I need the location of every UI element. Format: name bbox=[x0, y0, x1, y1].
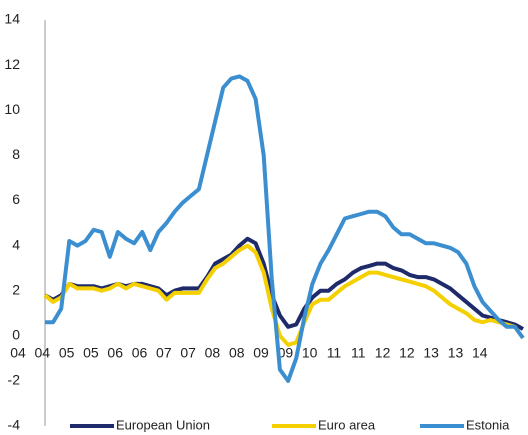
x-tick-label: 08 bbox=[205, 344, 221, 360]
x-tick-label: 05 bbox=[83, 344, 99, 360]
x-tick-label: 10 bbox=[302, 344, 318, 360]
series-line bbox=[43, 243, 525, 347]
y-tick-label: 2 bbox=[12, 281, 20, 297]
y-tick-label: 10 bbox=[4, 101, 20, 117]
legend-label: European Union bbox=[116, 417, 210, 432]
x-tick-label: 12 bbox=[375, 344, 391, 360]
x-tick-label: 04 bbox=[10, 344, 26, 360]
x-tick-label: 11 bbox=[351, 344, 366, 360]
legend-label: Estonia bbox=[466, 417, 510, 432]
x-tick-label: 09 bbox=[278, 344, 294, 360]
x-tick-label: 09 bbox=[253, 344, 269, 360]
x-tick-label: 05 bbox=[59, 344, 75, 360]
x-tick-label: 13 bbox=[448, 344, 464, 360]
x-tick-label: 04 bbox=[35, 344, 51, 360]
y-tick-label: 14 bbox=[4, 11, 20, 27]
series-line bbox=[45, 74, 525, 383]
x-tick-label: 13 bbox=[423, 344, 439, 360]
y-tick-label: 12 bbox=[4, 56, 20, 72]
y-tick-label: 0 bbox=[12, 326, 20, 342]
legend-label: Euro area bbox=[318, 417, 376, 432]
y-tick-label: -2 bbox=[8, 372, 21, 388]
x-tick-label: 14 bbox=[472, 344, 488, 360]
x-tick-label: 06 bbox=[132, 344, 148, 360]
y-tick-label: -4 bbox=[8, 417, 21, 433]
x-tick-label: 08 bbox=[229, 344, 245, 360]
x-tick-label: 06 bbox=[107, 344, 123, 360]
y-tick-label: 6 bbox=[12, 191, 20, 207]
x-tick-label: 11 bbox=[327, 344, 342, 360]
x-tick-label: 07 bbox=[156, 344, 172, 360]
y-tick-label: 8 bbox=[12, 146, 20, 162]
y-tick-label: 4 bbox=[12, 236, 20, 252]
x-tick-label: 12 bbox=[399, 344, 415, 360]
x-tick-label: 07 bbox=[180, 344, 196, 360]
